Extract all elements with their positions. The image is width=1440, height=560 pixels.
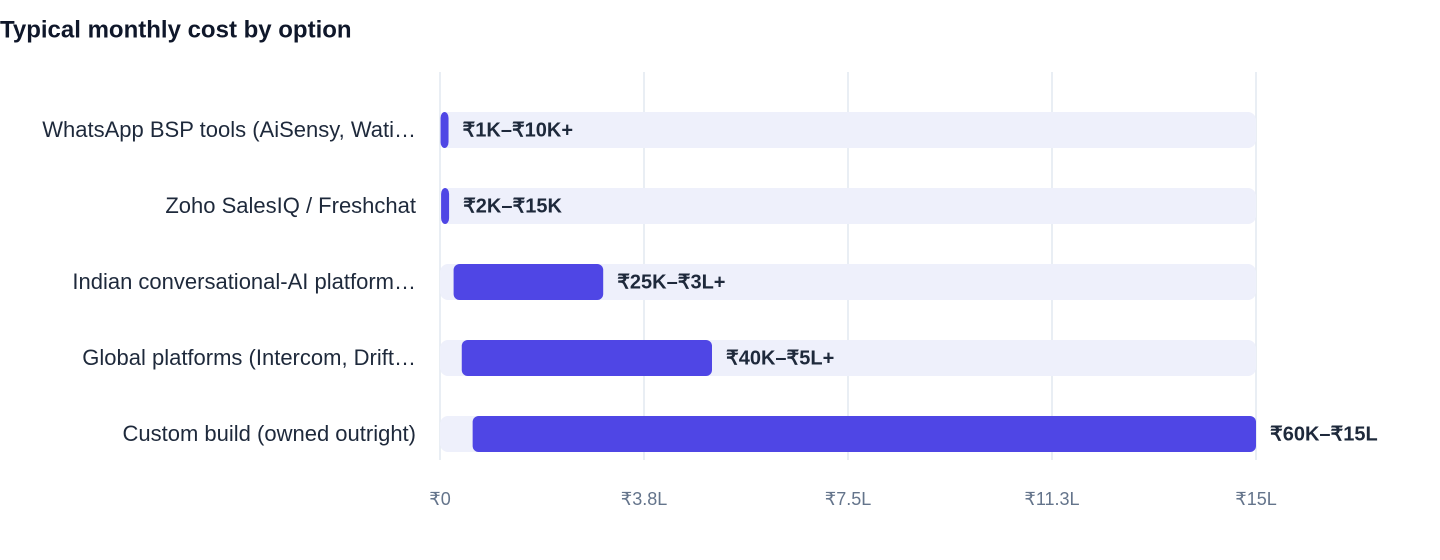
x-tick-label: ₹15L — [1235, 489, 1276, 509]
y-tick-label: Indian conversational-AI platform… — [72, 269, 416, 294]
data-label: ₹25K–₹3L+ — [617, 271, 725, 293]
track — [440, 188, 1256, 224]
bar — [440, 112, 449, 148]
bar — [441, 188, 450, 224]
chart-title: Typical monthly cost by option — [0, 16, 352, 43]
x-tick-label: ₹7.5L — [825, 489, 872, 509]
data-label: ₹1K–₹10K+ — [463, 119, 574, 141]
y-tick-label: Global platforms (Intercom, Drift… — [82, 345, 416, 370]
bar — [461, 340, 712, 376]
x-tick-label: ₹11.3L — [1024, 489, 1079, 509]
bar — [472, 416, 1256, 452]
bar — [453, 264, 604, 300]
y-tick-label: Zoho SalesIQ / Freshchat — [165, 193, 416, 218]
x-tick-label: ₹0 — [429, 489, 450, 509]
y-tick-label: Custom build (owned outright) — [123, 421, 416, 446]
data-label: ₹60K–₹15L — [1270, 423, 1378, 445]
x-tick-label: ₹3.8L — [621, 489, 668, 509]
data-label: ₹2K–₹15K — [463, 195, 562, 217]
track — [440, 112, 1256, 148]
track — [440, 264, 1256, 300]
data-label: ₹40K–₹5L+ — [726, 347, 834, 369]
y-tick-label: WhatsApp BSP tools (AiSensy, Wati… — [42, 117, 416, 142]
